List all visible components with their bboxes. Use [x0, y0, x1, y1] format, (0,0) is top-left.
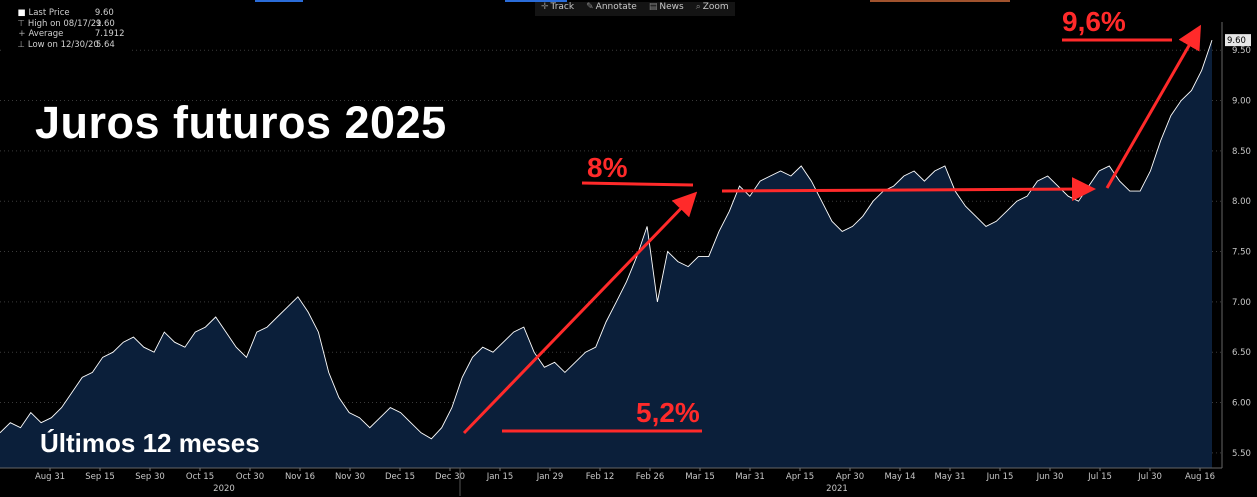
y-tick-label: 8.00	[1232, 197, 1251, 207]
x-tick-label: Jun 15	[986, 472, 1014, 482]
annotation-arrows	[462, 24, 1201, 435]
x-tick-label: Apr 15	[786, 472, 814, 482]
legend-row: ⊤ High on 08/17/21 9.60	[4, 19, 130, 30]
x-tick-label: May 31	[934, 472, 965, 482]
annotation-mid: 8%	[587, 152, 628, 183]
price-line	[0, 39, 1213, 440]
x-tick-label: Dec 30	[435, 472, 465, 482]
x-tick-label: Dec 15	[385, 472, 415, 482]
y-tick-label: 7.00	[1232, 298, 1251, 308]
legend-value: 9.60	[94, 8, 114, 18]
legend-value: 7.1912	[94, 29, 125, 39]
x-tick-label: Jan 29	[536, 472, 564, 482]
x-tick-label: Sep 30	[135, 472, 165, 482]
pencil-icon: ✎	[586, 2, 594, 12]
x-year-label: 2020	[213, 484, 235, 494]
news-icon: ▤	[648, 2, 658, 12]
legend-symbol: ⊤	[17, 18, 25, 29]
last-value-box	[1225, 34, 1251, 47]
y-tick-label: 8.50	[1232, 147, 1251, 157]
track-button[interactable]: ✛ Track	[541, 2, 574, 16]
arrow-rise-1	[462, 191, 698, 435]
legend-name: Average	[28, 29, 64, 39]
legend-symbol: +	[18, 29, 26, 39]
magnifier-icon: ⌕	[695, 2, 701, 12]
y-tick-label: 9.50	[1232, 46, 1251, 56]
news-label: News	[659, 2, 684, 12]
top-accent-bar	[255, 0, 303, 2]
x-tick-label: Nov 16	[285, 472, 315, 482]
legend-row: ⊥ Low on 12/30/20 5.64	[4, 40, 130, 51]
legend-name: Low on 12/30/20	[27, 39, 99, 50]
legend-row: + Average 7.1912	[4, 29, 130, 40]
annotate-button[interactable]: ✎ Annotate	[586, 2, 637, 16]
annotate-label: Annotate	[595, 2, 637, 12]
annotation-end: 9,6%	[1062, 6, 1126, 37]
chart-plot	[0, 39, 1213, 468]
legend-symbol: ⊥	[17, 39, 25, 50]
x-tick-label: Feb 26	[636, 472, 665, 482]
y-axis: 5.50 6.00 6.50 7.00 7.50 8.00 8.50 9.00 9.509.60	[1221, 22, 1251, 468]
x-tick-label: Aug 16	[1185, 472, 1215, 482]
x-tick-label: Sep 15	[85, 472, 115, 482]
track-label: Track	[550, 2, 575, 12]
x-tick-label: Nov 30	[335, 472, 365, 482]
news-button[interactable]: ▤ News	[649, 2, 684, 16]
zoom-label: Zoom	[702, 2, 729, 12]
x-tick-label: Oct 30	[236, 472, 264, 482]
y-tick-label: 7.50	[1232, 248, 1251, 258]
y-tick-label: 6.50	[1232, 348, 1251, 358]
x-tick-label: Mar 15	[685, 472, 715, 482]
legend-name: High on 08/17/21	[27, 18, 102, 29]
x-axis: Aug 31 Sep 15 Sep 30 Oct 15 Oct 30 Nov 16 Nov …	[0, 467, 1222, 496]
legend-row: ■ Last Price 9.60	[4, 8, 130, 19]
legend-value: 5.64	[95, 39, 115, 50]
x-tick-label: Jan 15	[486, 472, 514, 482]
top-accent-bar	[870, 0, 1010, 2]
x-tick-label: Oct 15	[186, 472, 214, 482]
chart-title: Juros futuros 2025	[35, 97, 447, 148]
x-tick-label: May 14	[884, 472, 915, 482]
x-year-label: 2021	[826, 484, 848, 494]
chart-subtitle: Últimos 12 meses	[40, 428, 260, 458]
x-tick-label: Feb 12	[586, 472, 615, 482]
arrow-plateau	[721, 177, 1096, 202]
y-tick-label: 9.00	[1232, 97, 1251, 107]
x-tick-label: Jul 30	[1137, 472, 1162, 482]
annotation-start: 5,2%	[636, 397, 700, 428]
price-area	[0, 40, 1212, 468]
y-tick-label: 6.00	[1232, 399, 1251, 409]
x-tick-label: Mar 31	[735, 472, 765, 482]
x-tick-label: Aug 31	[35, 472, 65, 482]
y-tick-label: 5.50	[1232, 449, 1251, 459]
chart-toolbar: ✛ Track ✎ Annotate ▤ News ⌕ Zoom	[535, 2, 735, 16]
underline-mid	[581, 181, 694, 187]
top-accent-bar	[505, 0, 567, 2]
x-tick-label: Apr 30	[836, 472, 864, 482]
arrow-rise-2	[1105, 24, 1201, 189]
legend-symbol: ■	[17, 8, 26, 18]
x-tick-label: Jun 30	[1036, 472, 1064, 482]
last-value-label: 9.60	[1227, 36, 1246, 46]
chart-legend: ■ Last Price 9.60 ⊤ High on 08/17/21 9.60 + A…	[4, 8, 130, 54]
x-tick-label: Jul 15	[1087, 472, 1112, 482]
zoom-button[interactable]: ⌕ Zoom	[696, 2, 729, 16]
legend-value: 9.60	[95, 18, 115, 29]
crosshair-icon: ✛	[541, 2, 549, 12]
legend-name: Last Price	[28, 8, 70, 18]
